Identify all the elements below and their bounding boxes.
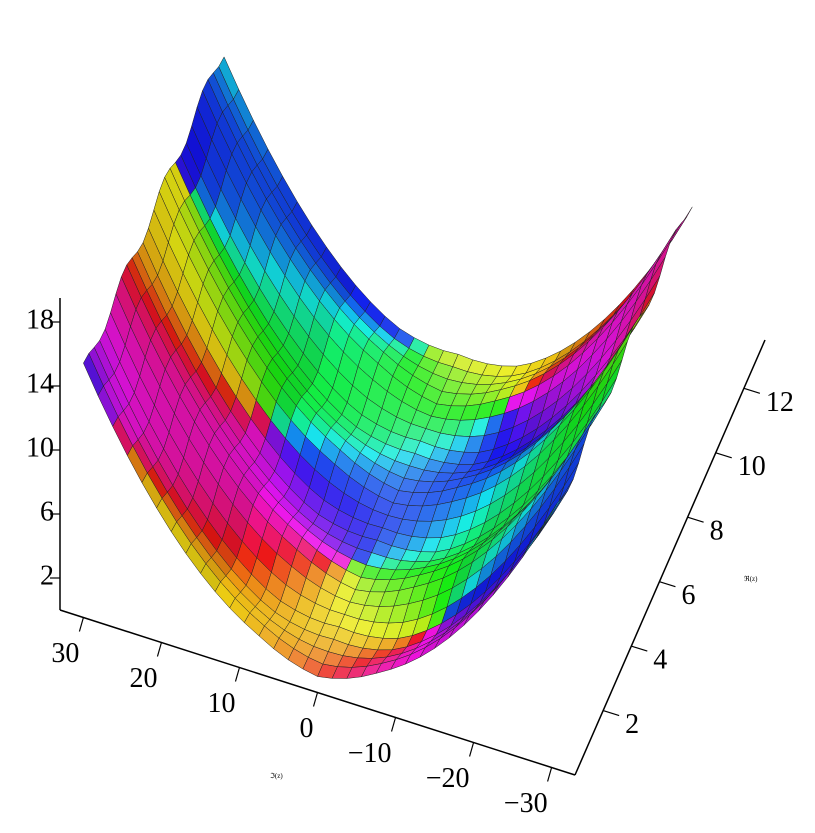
x-tick [390,717,397,732]
y-tick [659,581,676,588]
x-tick-label: 10 [207,688,235,719]
surface-patch [650,240,671,281]
y-tick-label: 4 [653,645,667,676]
x-tick [234,667,241,682]
z-tick-label: 14 [26,368,54,399]
y-tick-label: 8 [710,516,724,547]
y-tick-label: 2 [625,709,639,740]
y-axis [574,339,766,776]
z-tick-label: 2 [40,560,54,591]
x-tick-label: −10 [348,738,392,769]
y-tick [715,452,732,459]
y-axis-label: ℜ(z) [744,575,758,583]
surface-patch [536,503,558,537]
x-tick [78,617,84,632]
x-tick-label: −20 [426,763,470,794]
axes: 2 6 10 14 18 30 20 10 0 −10 −20 −30 2 4 6 8 10 12 [26,298,794,819]
x-tick [468,742,475,757]
x-tick-label: 30 [51,638,79,669]
z-tick-label: 18 [26,304,54,335]
x-tick [156,642,163,657]
x-tick-label: −30 [504,788,548,819]
y-tick [743,387,761,394]
z-tick-label: 10 [26,432,54,463]
x-tick [547,767,553,782]
x-tick-label: 20 [129,663,157,694]
y-tick [602,709,620,717]
y-tick [631,645,648,652]
y-tick [687,516,704,523]
y-tick-label: 10 [738,451,766,482]
y-tick-label: 6 [681,580,695,611]
z-tick-label: 6 [40,496,54,527]
x-axis-label: ℑ(z) [270,772,283,780]
x-tick-label: 0 [300,713,314,744]
y-tick-label: 12 [766,387,794,418]
surface [83,56,693,679]
x-tick [312,692,319,707]
